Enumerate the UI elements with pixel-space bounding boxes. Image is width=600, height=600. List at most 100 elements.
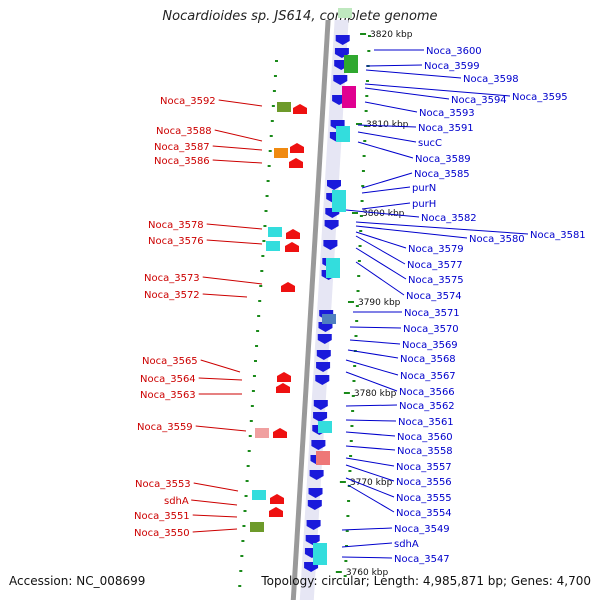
reverse-gene-arrow [270, 494, 284, 504]
scale-label: 3780 kbp [354, 389, 397, 399]
reverse-gene-label: Noca_3563 [140, 390, 196, 401]
forward-gene-leader [355, 231, 407, 249]
tick-mark-right [347, 500, 351, 502]
reverse-gene-arrow [273, 428, 287, 438]
tick-mark-right [351, 395, 355, 397]
tick-mark-left [247, 450, 251, 452]
reverse-gene-arrow [269, 507, 283, 517]
tick-mark-right [363, 125, 367, 127]
forward-gene-leader [345, 209, 420, 218]
tick-mark-left [248, 435, 252, 437]
forward-gene-leader [349, 326, 402, 329]
forward-gene-label: Noca_3567 [400, 371, 456, 382]
reverse-gene-label: Noca_3573 [144, 273, 200, 284]
reverse-gene-label: Noca_3578 [148, 220, 204, 231]
forward-gene-label: Noca_3594 [451, 95, 507, 106]
reverse-gene-arrow [293, 104, 307, 114]
forward-gene-label: Noca_3593 [419, 108, 475, 119]
reverse-gene-leader [200, 359, 241, 373]
forward-gene-leader [345, 371, 398, 392]
reverse-gene-leader [214, 129, 263, 142]
tick-mark-left [250, 405, 254, 407]
reverse-gene-leader [206, 239, 263, 245]
forward-gene-label: Noca_3560 [397, 432, 453, 443]
reverse-gene-leader [218, 99, 263, 107]
forward-gene-label: Noca_3582 [421, 213, 477, 224]
tick-mark-right [356, 290, 360, 292]
forward-gene-leader [345, 457, 395, 467]
reverse-gene-label: Noca_3586 [154, 156, 210, 167]
forward-gene-label: Noca_3579 [408, 244, 464, 255]
scale-label: 3820 kbp [370, 30, 413, 40]
forward-feature-box [338, 8, 352, 18]
forward-gene-leader [345, 431, 396, 437]
scale-tick [360, 33, 367, 35]
tick-mark-left [261, 255, 265, 257]
reverse-gene-label: Noca_3564 [140, 374, 196, 385]
forward-gene-arrow [317, 334, 332, 344]
forward-gene-label: Noca_3555 [396, 493, 452, 504]
forward-gene-leader [347, 349, 399, 359]
tick-mark-left [258, 300, 262, 302]
tick-mark-left [275, 60, 278, 62]
tick-mark-right [349, 455, 353, 457]
forward-gene-arrow [313, 412, 328, 422]
tick-mark-left [270, 120, 274, 122]
forward-gene-arrow [313, 400, 328, 410]
tick-mark-left [259, 285, 263, 287]
scale-tick [339, 481, 346, 483]
tick-mark-left [254, 360, 257, 362]
tick-mark-left [249, 420, 253, 422]
forward-gene-arrow [318, 322, 333, 332]
forward-gene-label: Noca_3547 [394, 554, 450, 565]
tick-mark-right [345, 530, 349, 532]
tick-mark-right [361, 185, 365, 187]
reverse-feature-box [266, 241, 280, 251]
tick-mark-left [268, 150, 272, 152]
tick-mark-right [346, 515, 350, 517]
reverse-gene-arrow [290, 143, 304, 153]
tick-mark-right [352, 380, 356, 382]
forward-gene-label: Noca_3574 [406, 291, 462, 302]
forward-gene-arrow [307, 500, 322, 510]
reverse-gene-leader [198, 377, 243, 381]
forward-feature-box [344, 55, 358, 73]
forward-gene-arrow [306, 520, 321, 530]
forward-gene-label: Noca_3598 [463, 74, 519, 85]
reverse-feature-box [268, 227, 282, 237]
tick-mark-left [263, 225, 267, 227]
forward-gene-leader [357, 124, 417, 128]
tick-mark-left [260, 270, 264, 272]
tick-mark-left [273, 75, 277, 77]
tick-mark-left [252, 375, 256, 377]
map-title: Nocardioides sp. JS614, complete genome [162, 9, 438, 24]
forward-gene-label: sucC [418, 138, 442, 149]
tick-mark-left [251, 390, 255, 392]
tick-mark-right [365, 80, 369, 82]
forward-gene-leader [345, 419, 397, 422]
reverse-gene-leader [192, 514, 238, 518]
tick-mark-right [362, 155, 366, 157]
tick-mark-right [363, 140, 367, 142]
forward-gene-label: Noca_3568 [400, 354, 456, 365]
forward-gene-label: Noca_3600 [426, 46, 482, 57]
tick-mark-right [365, 95, 369, 97]
tick-mark-left [262, 240, 266, 242]
forward-gene-leader [355, 261, 405, 296]
tick-mark-left [244, 495, 248, 497]
reverse-feature-box [255, 428, 269, 438]
scale-tick [355, 123, 362, 125]
tick-mark-right [359, 215, 363, 217]
forward-gene-leader [341, 556, 393, 559]
tick-mark-right [348, 470, 352, 472]
tick-mark-right [360, 200, 364, 202]
tick-mark-right [353, 365, 357, 367]
forward-gene-leader [345, 477, 395, 498]
reverse-gene-label: Noca_3559 [137, 422, 193, 433]
forward-gene-label: Noca_3599 [424, 61, 480, 72]
tick-mark-right [359, 230, 363, 232]
reverse-gene-leader [202, 293, 248, 298]
tick-mark-right [355, 320, 359, 322]
forward-gene-arrow [335, 35, 350, 45]
